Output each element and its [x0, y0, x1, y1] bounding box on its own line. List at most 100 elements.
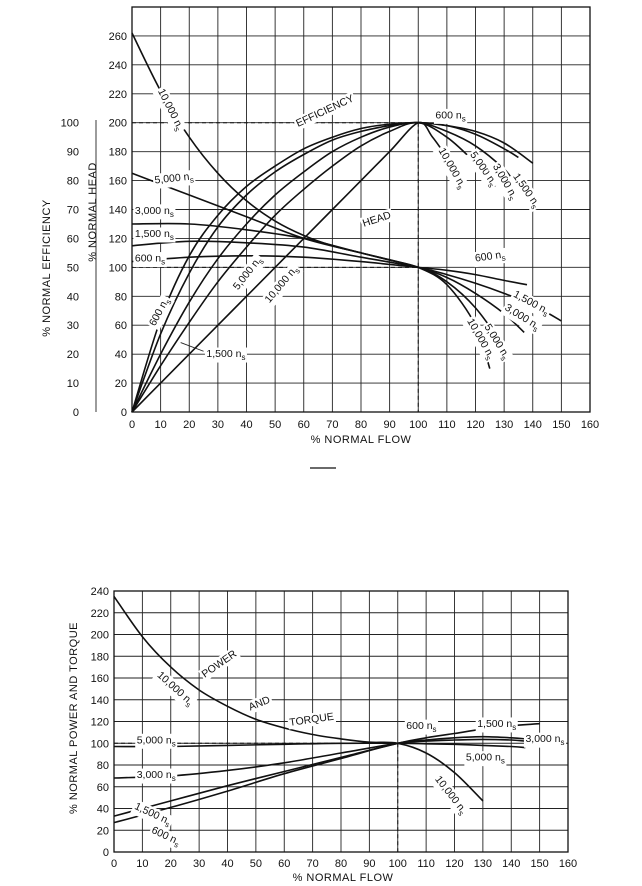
chart1-y-tick-label: 220	[109, 89, 127, 101]
chart1-x-tick-label: 90	[384, 419, 396, 431]
chart2-y-tick-label: 200	[91, 630, 109, 642]
chart2-curve-label: 5,000 ns	[464, 751, 507, 767]
chart1-curve-label: 600 ns	[433, 108, 468, 124]
chart1-x-tick-label: 60	[298, 419, 310, 431]
svg-text:3,000 ns: 3,000 ns	[135, 205, 174, 219]
chart1-curve-label: 5,000 ns	[152, 169, 196, 190]
chart2-x-tick-label: 160	[559, 858, 577, 870]
chart1-y-ticks: 0 20 40 60 80 100 120 140 160 180 200 220 240 260	[109, 31, 127, 419]
efficiency-curve-3000	[131, 121, 514, 413]
chart1-efficiency-tick-label: 10	[67, 378, 79, 390]
chart2-grid	[113, 590, 569, 853]
chart1-x-tick-label: 20	[183, 419, 195, 431]
chart1-y-tick-label: 240	[109, 60, 127, 72]
chart2-x-tick-label: 90	[363, 858, 375, 870]
chart2-y-tick-label: 220	[91, 608, 109, 620]
svg-text:1,500 ns: 1,500 ns	[135, 228, 174, 242]
chart1-x-tick-label: 120	[466, 419, 484, 431]
chart2-y-tick-label: 80	[97, 760, 109, 772]
head-efficiency-chart: 0 10 20 30 40 50 60 70 80 90 100 110 120 130 140 150 160…	[41, 6, 599, 446]
chart2-y-tick-label: 60	[97, 782, 109, 794]
chart2-y-tick-label: 240	[91, 586, 109, 598]
chart1-y-tick-label: 160	[109, 176, 127, 188]
chart1-x-tick-label: 50	[269, 419, 281, 431]
chart2-x-tick-label: 130	[474, 858, 492, 870]
chart2-reference-lines	[114, 742, 399, 852]
chart2-x-tick-label: 150	[530, 858, 548, 870]
svg-text:1,500 ns: 1,500 ns	[477, 718, 516, 732]
chart1-efficiency-tick-label: 20	[67, 349, 79, 361]
chart1-frame	[131, 6, 591, 413]
chart1-x-tick-label: 0	[129, 419, 135, 431]
chart2-x-tick-label: 70	[307, 858, 319, 870]
chart1-label-leader	[180, 342, 204, 352]
chart2-x-tick-label: 60	[278, 858, 290, 870]
chart2-y-tick-label: 180	[91, 651, 109, 663]
chart2-x-tick-label: 110	[417, 858, 435, 870]
chart2-x-tick-label: 30	[193, 858, 205, 870]
svg-text:POWER: POWER	[200, 648, 240, 681]
chart1-y-tick-label: 20	[115, 378, 127, 390]
chart1-x-tick-label: 160	[581, 419, 599, 431]
chart2-x-tick-label: 120	[445, 858, 463, 870]
chart2-x-ticks: 0 10 20 30 40 50 60 70 80 90 100 110 120 130 140 150 160	[111, 858, 577, 870]
chart2-x-tick-label: 100	[389, 858, 407, 870]
chart2-y-tick-label: 20	[97, 825, 109, 837]
chart2-x-tick-label: 20	[165, 858, 177, 870]
svg-text:3,000 ns: 3,000 ns	[137, 769, 176, 783]
chart1-x-tick-label: 140	[524, 419, 542, 431]
svg-text:600 ns: 600 ns	[435, 109, 465, 123]
chart1-curve-label: 10,000 ns	[261, 261, 304, 309]
chart2-curve-label: 600 ns	[404, 719, 439, 735]
chart2-curve-label: 5,000 ns	[135, 733, 178, 749]
chart1-efficiency-tick-label: 40	[67, 291, 79, 303]
chart1-efficiency-axis-label: % NORMAL EFFICIENCY	[41, 199, 53, 337]
power-curve-600	[113, 735, 526, 824]
svg-text:3,000 ns: 3,000 ns	[525, 733, 564, 747]
chart1-y-tick-label: 140	[109, 205, 127, 217]
chart2-x-tick-label: 80	[335, 858, 347, 870]
chart1-efficiency-ticks: 0 10 20 30 40 50 60 70 80 90 100	[61, 118, 79, 419]
chart1-efficiency-tick-label: 30	[67, 320, 79, 332]
chart1-efficiency-tick-label: 0	[73, 407, 79, 419]
chart1-x-tick-label: 100	[409, 419, 427, 431]
chart1-y-tick-label: 260	[109, 31, 127, 43]
chart1-efficiency-tick-label: 90	[67, 147, 79, 159]
chart1-curve-label: 600 ns	[133, 252, 167, 268]
chart1-curve-label: 1,500 ns	[133, 227, 176, 243]
chart1-y-tick-label: 200	[109, 118, 127, 130]
chart1-y-tick-label: 60	[115, 320, 127, 332]
chart1-curve-label: 5,000 ns	[229, 252, 268, 296]
chart2-y-axis-label: % NORMAL POWER AND TORQUE	[68, 622, 80, 814]
chart1-efficiency-tick-label: 50	[67, 262, 79, 274]
efficiency-curve-1500	[131, 121, 534, 413]
chart2-curve-label: 10,000 ns	[151, 667, 198, 711]
head-curve-10000	[131, 32, 491, 369]
head-curve-600	[131, 254, 528, 286]
svg-text:10,000 ns: 10,000 ns	[434, 146, 469, 192]
chart1-efficiency-tick-label: 60	[67, 233, 79, 245]
chart1-x-tick-label: 80	[355, 419, 367, 431]
efficiency-curve-600	[131, 121, 519, 413]
efficiency-curve-10000	[131, 121, 462, 413]
chart2-frame	[113, 590, 569, 853]
chart1-x-tick-label: 30	[212, 419, 224, 431]
svg-text:5,000 ns: 5,000 ns	[466, 752, 505, 766]
chart2-x-axis-label: % NORMAL FLOW	[293, 872, 394, 884]
chart1-curve-label: 1,500 ns	[204, 347, 247, 363]
chart1-curve-label: EFFICIENCY	[292, 91, 358, 131]
svg-text:5,000 ns: 5,000 ns	[137, 734, 176, 748]
chart2-series	[113, 595, 540, 824]
chart2-y-tick-label: 100	[91, 738, 109, 750]
svg-text:10,000 ns: 10,000 ns	[263, 263, 303, 306]
chart2-y-tick-label: 0	[103, 847, 109, 859]
chart1-y-tick-label: 40	[115, 349, 127, 361]
chart1-head-axis-label: % NORMAL HEAD	[87, 162, 99, 262]
chart1-curve-label: 10,000 ns	[152, 85, 188, 135]
chart1-curve-label: 600 ns	[472, 247, 508, 268]
chart1-y-tick-label: 0	[121, 407, 127, 419]
chart2-x-tick-label: 10	[136, 858, 148, 870]
chart2-y-tick-label: 140	[91, 695, 109, 707]
svg-text:10,000 ns: 10,000 ns	[153, 669, 196, 709]
